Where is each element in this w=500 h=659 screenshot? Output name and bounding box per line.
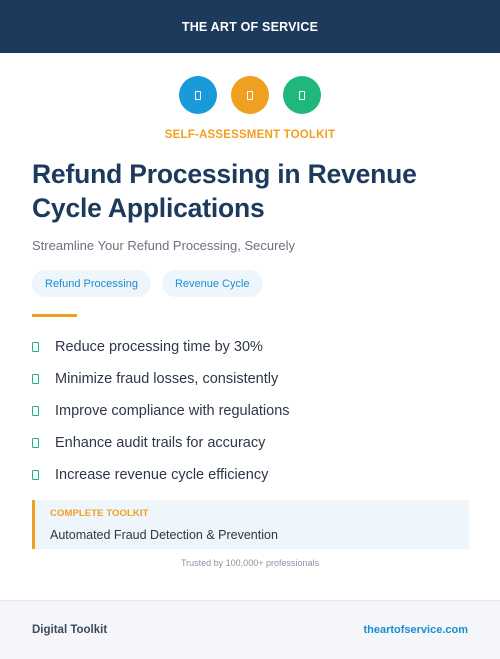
callout-label: COMPLETE TOOLKIT — [50, 508, 149, 519]
website-link[interactable]: theartofservice.com — [363, 624, 468, 636]
title-line-2: Cycle Applications — [32, 193, 265, 223]
page-title: Refund Processing in Revenue Cycle Appli… — [32, 157, 472, 225]
tag-revenue-cycle[interactable]: Revenue Cycle — [161, 270, 263, 297]
check-icon — [32, 470, 39, 480]
green-circle-icon — [283, 76, 321, 114]
check-icon — [32, 342, 39, 352]
toolkit-callout: COMPLETE TOOLKIT Automated Fraud Detecti… — [32, 500, 469, 549]
callout-text: Automated Fraud Detection & Prevention — [50, 528, 278, 542]
benefit-list: Reduce processing time by 30% Minimize f… — [32, 331, 290, 491]
tag-refund-processing[interactable]: Refund Processing — [32, 270, 151, 297]
list-item: Increase revenue cycle efficiency — [32, 459, 290, 491]
check-icon — [32, 374, 39, 384]
list-item: Enhance audit trails for accuracy — [32, 427, 290, 459]
eyebrow-label: SELF-ASSESSMENT TOOLKIT — [164, 129, 336, 141]
footer-label: Digital Toolkit — [32, 624, 108, 636]
title-line-1: Refund Processing in Revenue — [32, 159, 417, 189]
document-icon — [299, 90, 305, 100]
tag-list: Refund Processing Revenue Cycle — [32, 270, 263, 297]
orange-circle-icon — [231, 76, 269, 114]
trusted-note: Trusted by 100,000+ professionals — [180, 558, 319, 568]
subtitle: Streamline Your Refund Processing, Secur… — [32, 238, 296, 253]
icon-row — [0, 76, 500, 114]
list-item: Improve compliance with regulations — [32, 395, 290, 427]
footer-bar: Digital Toolkit theartofservice.com — [0, 600, 500, 659]
header-bar: THE ART OF SERVICE — [0, 0, 500, 53]
blue-circle-icon — [179, 76, 217, 114]
check-icon — [32, 438, 39, 448]
list-item: Minimize fraud losses, consistently — [32, 363, 290, 395]
brand-title: THE ART OF SERVICE — [181, 19, 319, 34]
accent-divider — [32, 314, 77, 317]
check-icon — [32, 406, 39, 416]
list-item: Reduce processing time by 30% — [32, 331, 290, 363]
document-icon — [195, 90, 201, 100]
document-icon — [247, 90, 253, 100]
